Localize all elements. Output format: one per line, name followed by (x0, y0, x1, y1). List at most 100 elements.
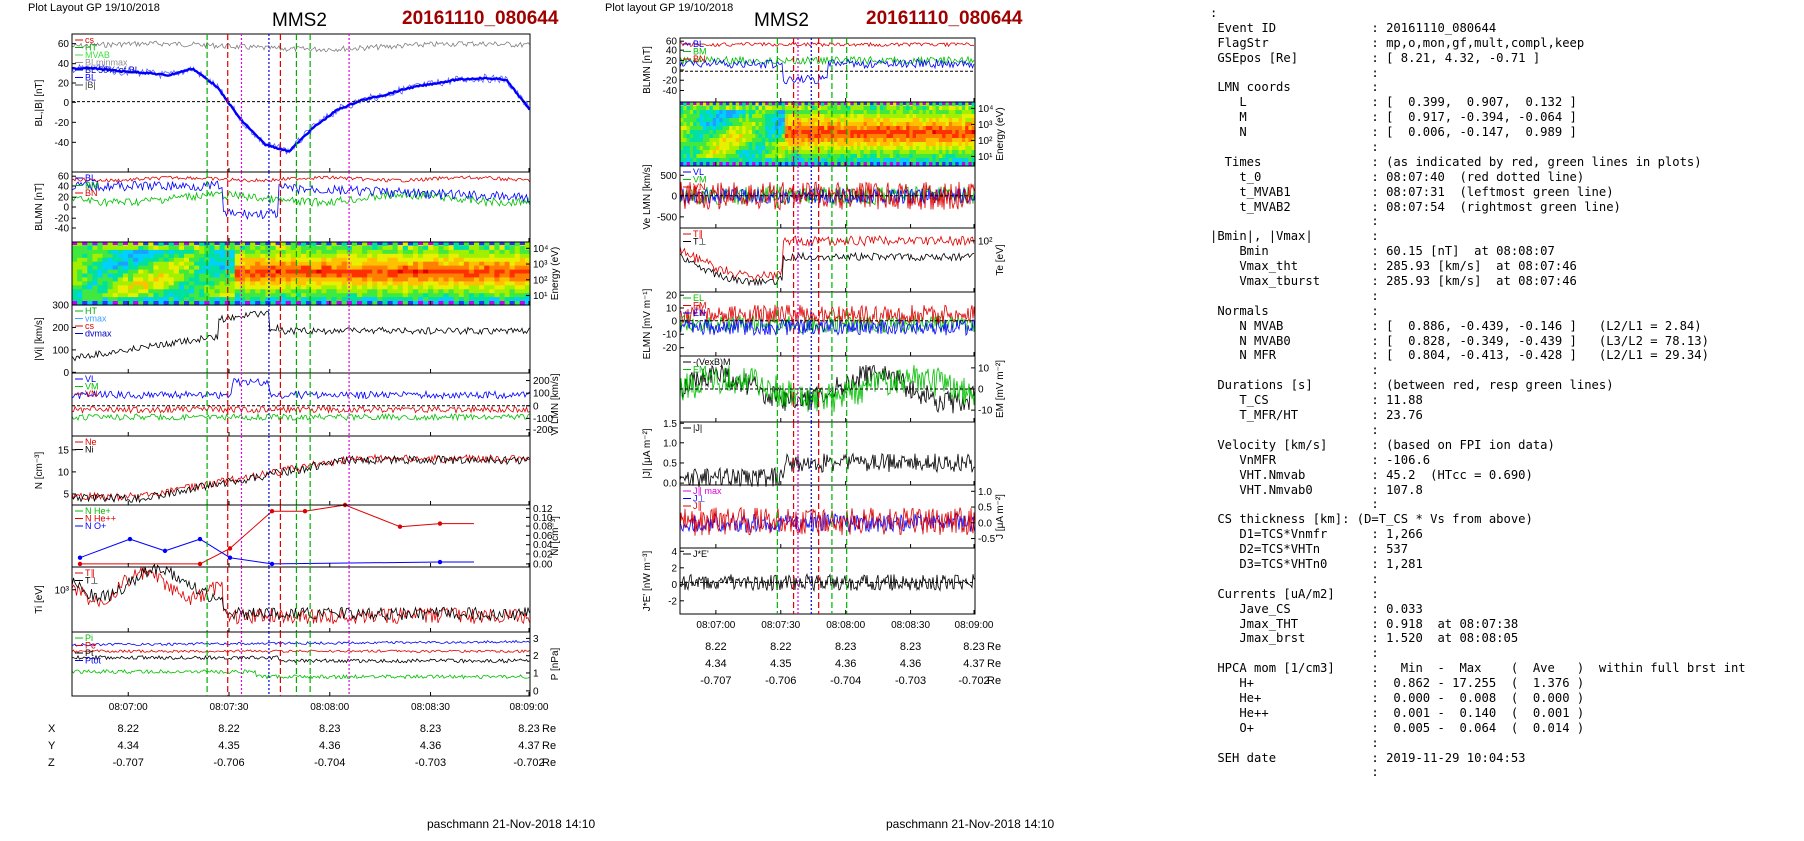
ephemeris-value: 4.34 (705, 658, 726, 670)
spectrogram-cell (438, 249, 445, 255)
spectrogram-cell (418, 265, 424, 271)
spectrogram-cell (755, 138, 760, 143)
spectrogram-cell (239, 289, 246, 294)
spectrogram-cell (377, 265, 383, 271)
spectrogram-cell (184, 249, 190, 255)
spectrogram-cell (778, 118, 783, 123)
spectrogram-cell (955, 106, 960, 111)
spectrogram-cell (857, 134, 861, 139)
spectrogram-cell (686, 122, 691, 127)
spectrogram-cell (479, 289, 485, 294)
spectrogram-cell (102, 281, 109, 286)
spectrogram-cell (712, 134, 717, 139)
spectrogram-cell (755, 142, 760, 147)
spectrogram-bottom-cell (765, 162, 769, 166)
hpca-point (269, 561, 275, 567)
ephemeris-value: -0.706 (213, 757, 244, 769)
spectrogram-cell (448, 265, 455, 271)
spectrogram-cell (906, 138, 911, 143)
spectrogram-cell (504, 281, 511, 286)
spectrogram-cell (840, 102, 845, 107)
spectrogram-cell (351, 242, 358, 247)
spectrogram-cell (925, 154, 930, 159)
spectrogram-cell (834, 162, 838, 167)
series-line-pe (71, 669, 530, 680)
spectrogram-cell (735, 146, 740, 151)
spectrogram-cell (958, 142, 963, 147)
spectrogram-cell (402, 269, 409, 275)
spectrogram-cell (239, 277, 246, 282)
y-tick-label: 0.5 (663, 458, 677, 469)
spectrogram-cell (827, 118, 832, 123)
spectrogram-cell (438, 253, 445, 259)
spectrogram-cell (433, 297, 439, 302)
spectrogram-cell (245, 269, 251, 275)
legend-entry: EL (693, 293, 704, 303)
spectrogram-cell (965, 106, 970, 111)
spectrogram-cell (433, 285, 439, 290)
spectrogram-cell (270, 301, 277, 306)
spectrogram-cell (148, 265, 154, 271)
panel-frame (71, 304, 531, 374)
spectrogram-cell (971, 110, 976, 115)
spectrogram-cell (827, 130, 832, 135)
spectrogram-top-cell (245, 242, 251, 245)
spectrogram-cell (804, 110, 809, 115)
y-axis-label: Ni [cm⁻³] (550, 516, 561, 556)
spectrogram-cell (857, 146, 861, 151)
spectrogram-cell (148, 245, 154, 251)
spectrogram-cell (768, 130, 773, 135)
spectrogram-cell (860, 114, 865, 119)
spectrogram-cell (316, 261, 322, 267)
spectrogram-cell (275, 289, 282, 294)
spectrogram-cell (807, 158, 812, 163)
spectrogram-cell (925, 122, 930, 127)
spectrogram-cell (260, 261, 266, 267)
spectrogram-cell (260, 289, 266, 294)
spectrogram-cell (362, 242, 368, 247)
spectrogram-cell (189, 261, 195, 267)
spectrogram-cell (873, 118, 878, 123)
spectrogram-cell (850, 158, 855, 163)
spectrogram-cell (402, 301, 409, 306)
spectrogram-cell (519, 273, 526, 278)
spectrogram-cell (683, 118, 688, 123)
spectrogram-cell (696, 118, 701, 123)
spectrogram-cell (827, 142, 832, 147)
spectrogram-cell (739, 118, 743, 123)
spectrogram-cell (107, 245, 114, 251)
spectrogram-cell (781, 134, 786, 139)
spectrogram-cell (686, 138, 691, 143)
spectrogram-cell (843, 146, 848, 151)
spectrogram-cell (189, 277, 195, 282)
spectrogram-cell (847, 142, 852, 147)
summary-line: Jmax_brst : 1.520 at 08:08:05 (1210, 631, 1519, 646)
spectrogram-cell (189, 242, 195, 247)
spectrogram-cell (499, 293, 506, 298)
spectrogram-cell (107, 257, 114, 263)
spectrogram-cell (768, 134, 773, 139)
spectrogram-cell (168, 289, 175, 294)
spectrogram-cell (834, 134, 838, 139)
spectrogram-cell (712, 126, 717, 131)
spectrogram-cell (377, 285, 383, 290)
spectrogram-top-cell (896, 102, 900, 105)
spectrogram-cell (184, 285, 190, 290)
spectrogram-cell (326, 261, 333, 267)
spectrogram-cell (204, 273, 210, 278)
spectrogram-cell (971, 134, 976, 139)
spectrogram-cell (712, 114, 717, 119)
spectrogram-cell (840, 142, 845, 147)
spectrogram-cell (392, 249, 399, 255)
spectrogram-cell (423, 242, 429, 247)
spectrogram-cell (932, 130, 937, 135)
spectrogram-cell (794, 102, 799, 107)
spectrogram-bottom-cell (739, 162, 743, 166)
spectrogram-cell (896, 150, 901, 155)
spectrogram-cell (742, 122, 747, 127)
spectrogram-cell (853, 162, 858, 167)
spectrogram-cell (148, 273, 154, 278)
y-tick-label: -20 (663, 76, 678, 87)
spectrogram-cell (716, 130, 720, 135)
spectrogram-cell (168, 261, 175, 267)
